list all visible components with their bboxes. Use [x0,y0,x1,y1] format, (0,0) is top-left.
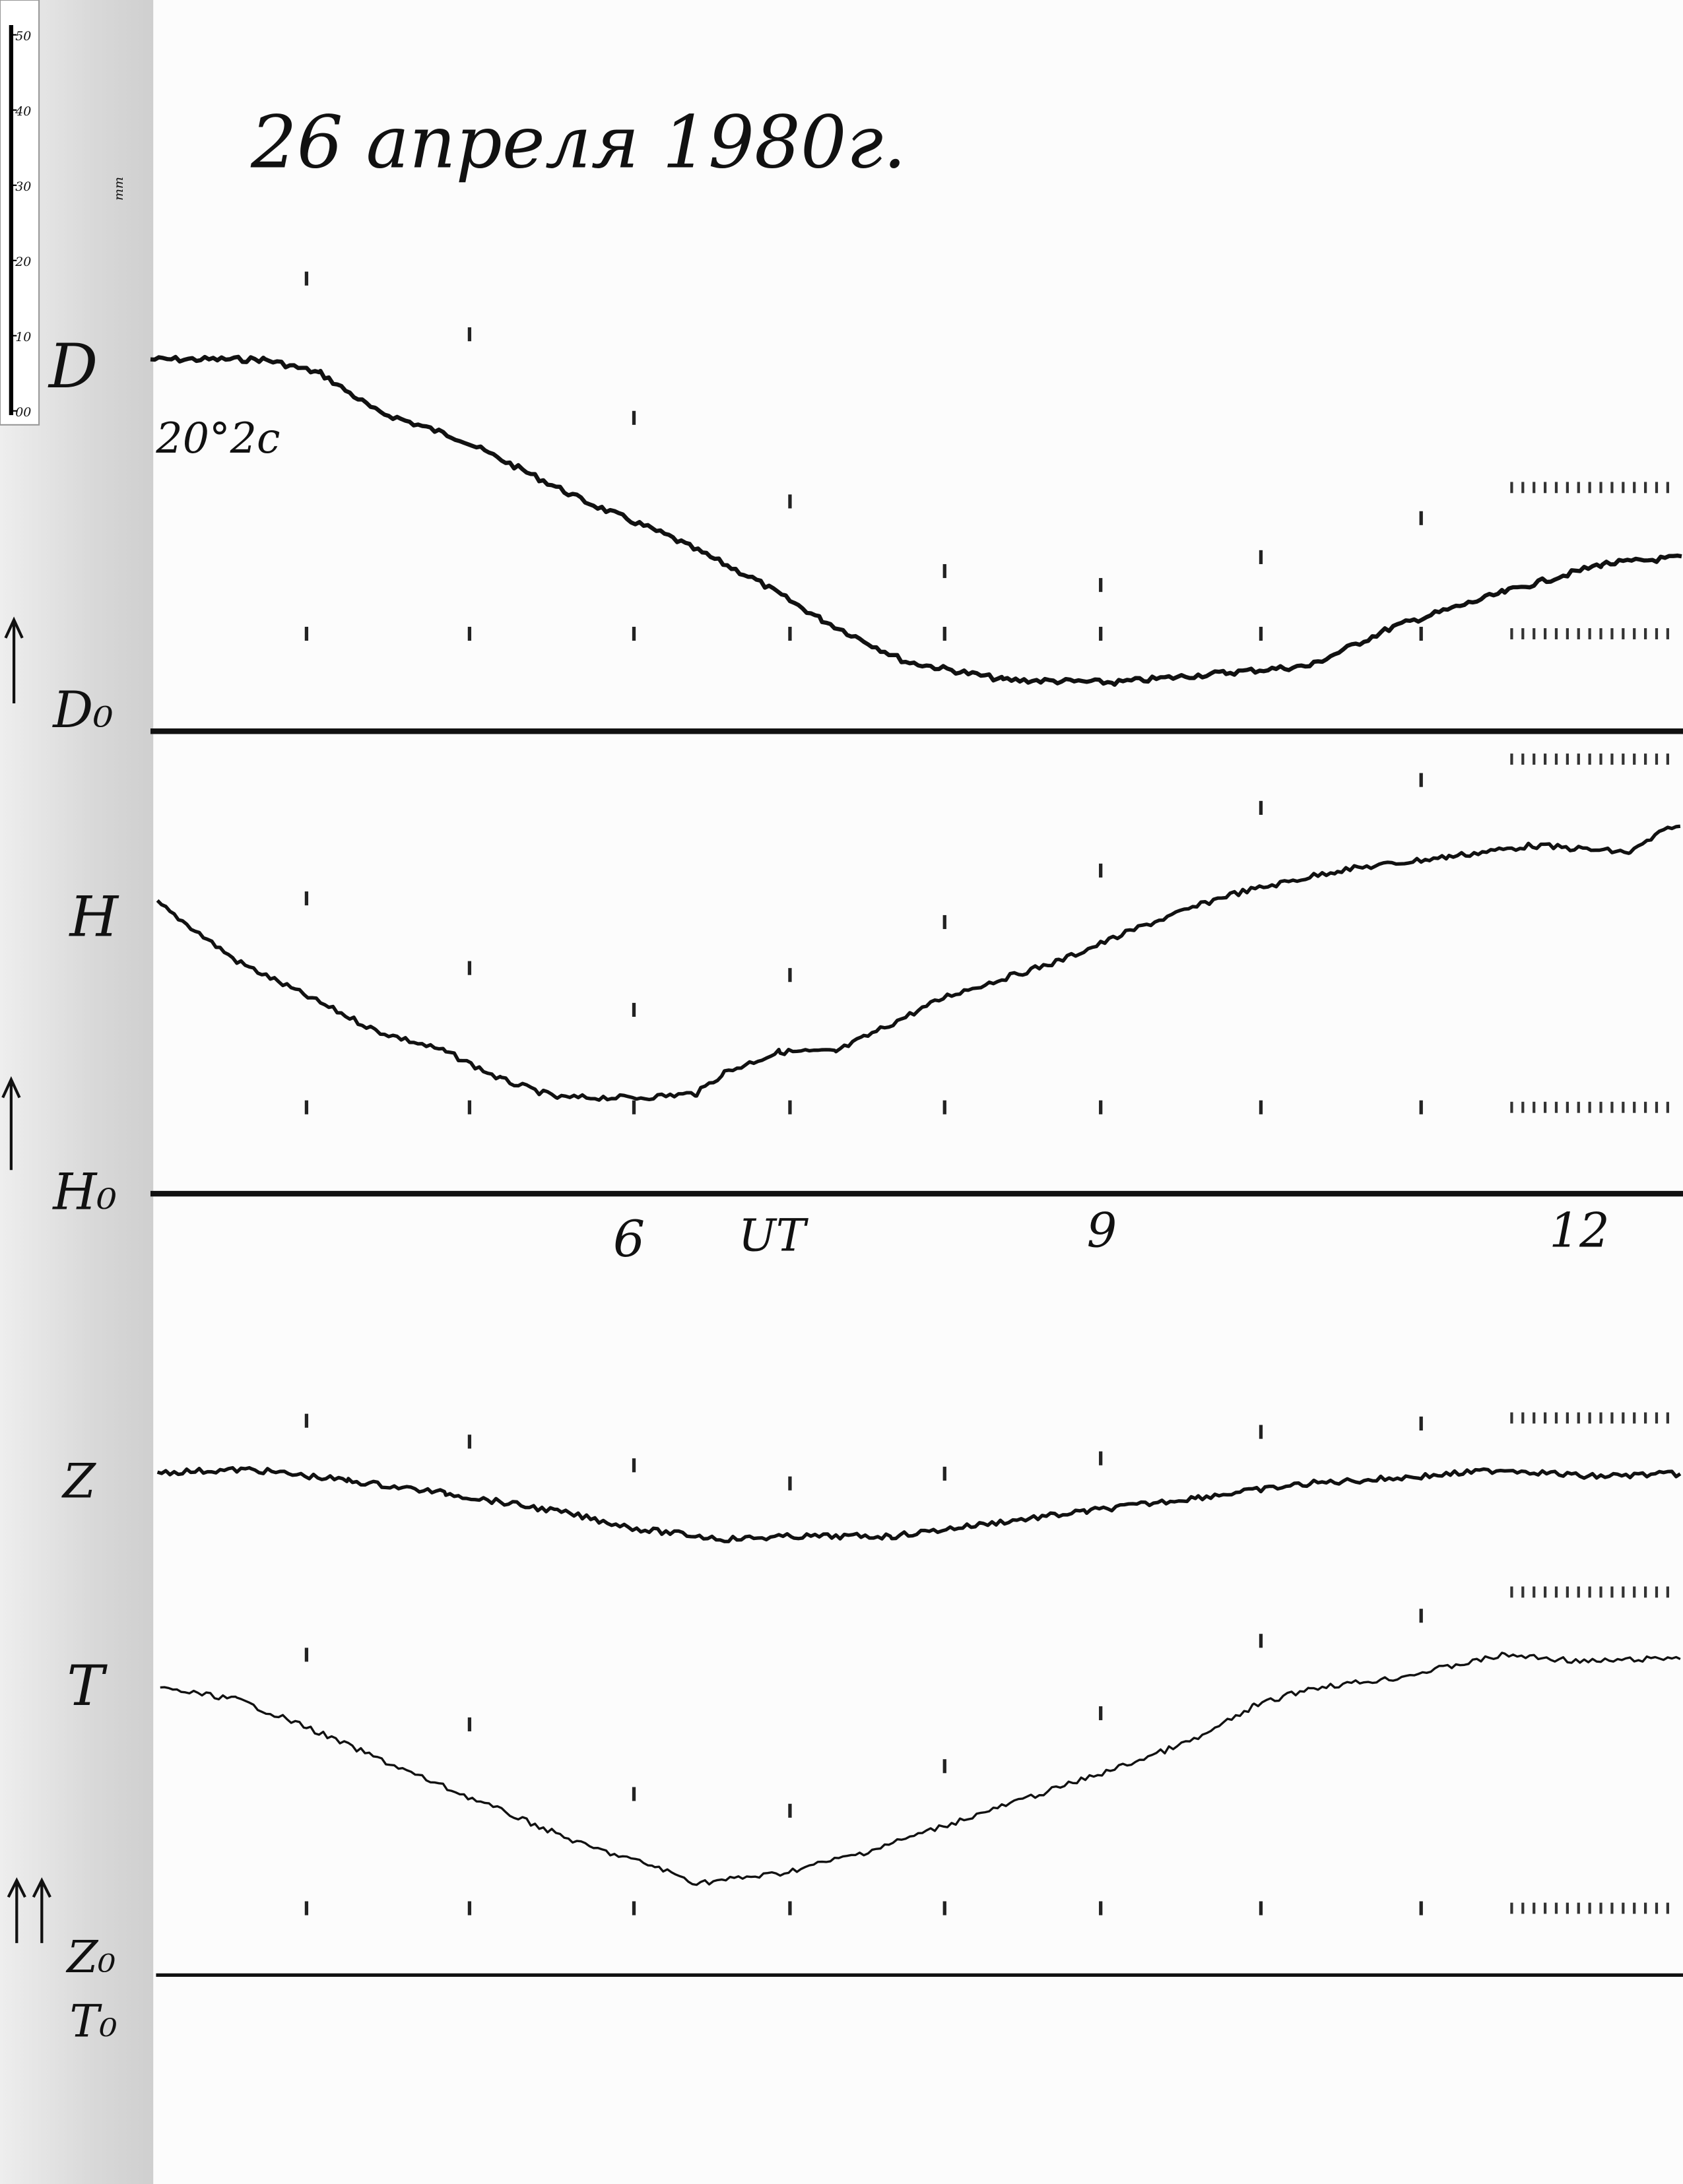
trace-label: H [69,885,119,949]
baseline-label: D₀ [51,680,113,739]
arrow [4,616,24,704]
scale-note: 20°2с [155,414,280,463]
trace-label: D [48,331,98,402]
ruler-tick-label: 50 [15,29,31,44]
arrow [7,1877,26,1943]
trace-line [156,1465,1682,1543]
arrows [1,616,51,1943]
trace-label: T [67,1654,108,1718]
arrow [32,1877,51,1943]
ruler-tick-label: 00 [15,405,31,420]
baseline-label: T₀ [70,1995,117,2047]
trace-line [156,824,1681,1102]
trace-line [150,354,1682,687]
trace-label: Z [61,1453,96,1508]
ruler-tick-label: 10 [15,330,31,344]
ruler-tick-label: 40 [15,104,31,119]
ruler-unit: mm [112,177,126,201]
title: 26 апреля 1980г. [250,100,906,184]
ruler [0,0,40,426]
baseline-label: H₀ [51,1162,117,1221]
time-label: UT [739,1209,809,1262]
time-label: 12 [1549,1202,1609,1258]
arrow [1,1076,21,1171]
trace-line [160,1652,1681,1886]
time-label: 9 [1087,1202,1117,1258]
baseline-label: Z₀ [65,1931,116,1983]
time-label: 6 [613,1209,645,1268]
ruler-tick-label: 20 [15,255,31,269]
ruler-tick-label: 30 [15,179,31,194]
